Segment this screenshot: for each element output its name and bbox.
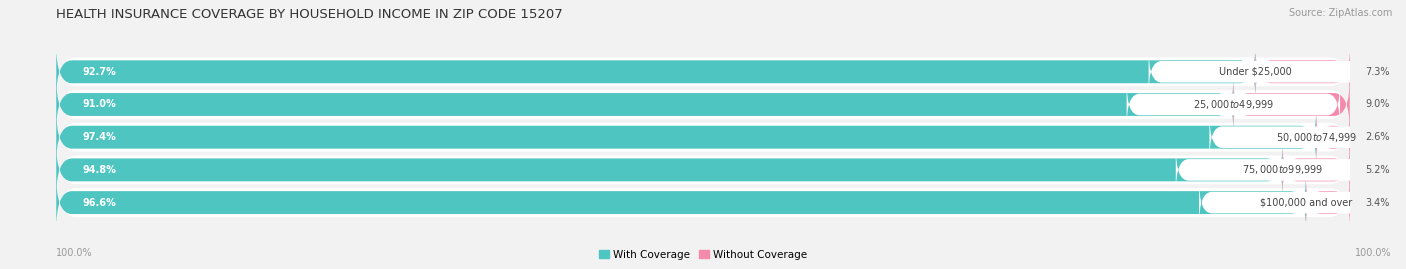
FancyBboxPatch shape	[1199, 181, 1406, 225]
Text: Source: ZipAtlas.com: Source: ZipAtlas.com	[1288, 8, 1392, 18]
FancyBboxPatch shape	[1149, 50, 1362, 94]
Text: 92.7%: 92.7%	[82, 67, 115, 77]
Text: 100.0%: 100.0%	[56, 248, 93, 258]
Text: 2.6%: 2.6%	[1365, 132, 1389, 142]
Text: 94.8%: 94.8%	[82, 165, 115, 175]
Text: $50,000 to $74,999: $50,000 to $74,999	[1275, 131, 1357, 144]
FancyBboxPatch shape	[56, 44, 1256, 100]
FancyBboxPatch shape	[1282, 142, 1350, 198]
FancyBboxPatch shape	[1316, 109, 1350, 165]
FancyBboxPatch shape	[1175, 148, 1389, 192]
FancyBboxPatch shape	[56, 135, 1350, 204]
FancyBboxPatch shape	[56, 102, 1350, 172]
Text: 9.0%: 9.0%	[1365, 100, 1389, 109]
Text: $75,000 to $99,999: $75,000 to $99,999	[1241, 163, 1323, 176]
Text: 91.0%: 91.0%	[82, 100, 115, 109]
Legend: With Coverage, Without Coverage: With Coverage, Without Coverage	[595, 245, 811, 264]
FancyBboxPatch shape	[1233, 77, 1350, 132]
Text: 3.4%: 3.4%	[1365, 198, 1389, 208]
FancyBboxPatch shape	[56, 142, 1282, 198]
FancyBboxPatch shape	[56, 77, 1233, 132]
FancyBboxPatch shape	[1209, 115, 1406, 159]
Text: Under $25,000: Under $25,000	[1219, 67, 1292, 77]
Text: 100.0%: 100.0%	[1355, 248, 1392, 258]
Text: 7.3%: 7.3%	[1365, 67, 1389, 77]
Text: 96.6%: 96.6%	[82, 198, 115, 208]
FancyBboxPatch shape	[56, 168, 1350, 237]
FancyBboxPatch shape	[56, 37, 1350, 107]
FancyBboxPatch shape	[1256, 44, 1350, 100]
FancyBboxPatch shape	[1126, 83, 1340, 126]
FancyBboxPatch shape	[1306, 175, 1350, 230]
Text: $100,000 and over: $100,000 and over	[1260, 198, 1353, 208]
FancyBboxPatch shape	[56, 109, 1316, 165]
FancyBboxPatch shape	[56, 70, 1350, 139]
FancyBboxPatch shape	[56, 175, 1306, 230]
Text: 97.4%: 97.4%	[82, 132, 115, 142]
Text: 5.2%: 5.2%	[1365, 165, 1391, 175]
Text: $25,000 to $49,999: $25,000 to $49,999	[1192, 98, 1274, 111]
Text: HEALTH INSURANCE COVERAGE BY HOUSEHOLD INCOME IN ZIP CODE 15207: HEALTH INSURANCE COVERAGE BY HOUSEHOLD I…	[56, 8, 562, 21]
